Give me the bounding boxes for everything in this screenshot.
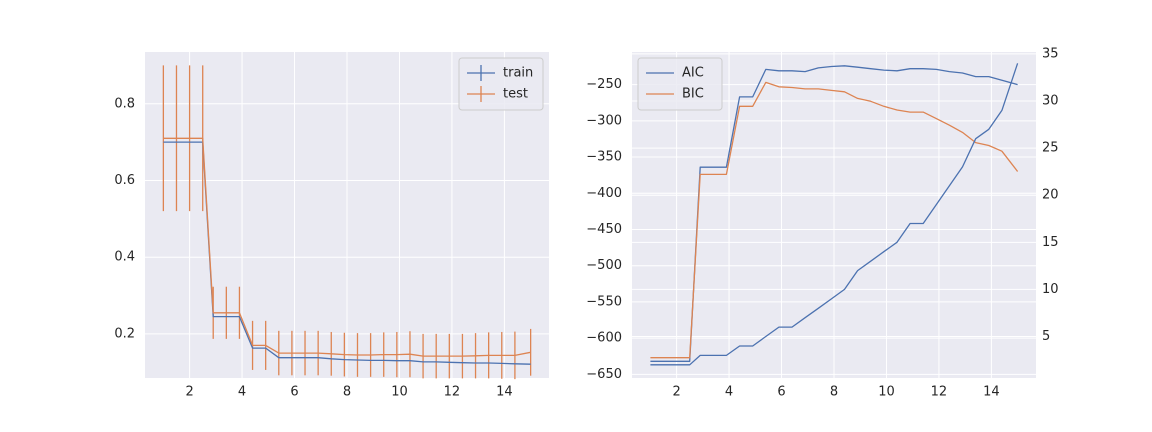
y2-tick-label: 30 <box>1042 93 1059 108</box>
x-tick-label: 12 <box>444 385 461 400</box>
legend-label-AIC: AIC <box>682 66 704 81</box>
series-line-BIC <box>650 81 1019 359</box>
y-tick-label: 0.8 <box>114 96 135 111</box>
y-tick-label: −650 <box>586 367 622 382</box>
legend-label-test: test <box>503 87 528 102</box>
legend-label-train: train <box>503 66 533 81</box>
y-tick-label: 0.4 <box>114 250 135 265</box>
y-tick-label: −500 <box>586 258 622 273</box>
x-tick-label: 8 <box>343 385 351 400</box>
y-tick-label: 0.6 <box>114 173 135 188</box>
y-tick-label: 0.2 <box>114 326 135 341</box>
x-tick-label: 8 <box>830 385 838 400</box>
x-tick-label: 10 <box>878 385 895 400</box>
x-tick-label: 12 <box>931 385 948 400</box>
legend-box <box>637 57 723 111</box>
x-tick-label: 2 <box>672 385 680 400</box>
series-line-right-axis-2 <box>650 63 1019 366</box>
legend-box <box>458 57 544 111</box>
y-tick-label: −450 <box>586 222 622 237</box>
x-tick-label: 4 <box>238 385 246 400</box>
y-tick-label: −250 <box>586 77 622 92</box>
y2-tick-label: 25 <box>1042 141 1059 156</box>
x-tick-label: 10 <box>391 385 408 400</box>
series-line-train <box>163 141 531 365</box>
x-tick-label: 6 <box>290 385 298 400</box>
x-tick-label: 2 <box>185 385 193 400</box>
y-tick-label: −550 <box>586 294 622 309</box>
x-tick-label: 6 <box>777 385 785 400</box>
y2-tick-label: 5 <box>1042 329 1050 344</box>
y-tick-label: −300 <box>586 113 622 128</box>
series-line-AIC <box>650 65 1018 362</box>
y-tick-label: −600 <box>586 331 622 346</box>
left-chart-panel: 2 4 6 8 10 12 14 0.2 0.4 0.6 0.8 train test <box>114 52 549 400</box>
x-tick-label: 14 <box>983 385 1000 400</box>
y2-tick-label: 35 <box>1042 46 1059 61</box>
y2-tick-label: 20 <box>1042 188 1059 203</box>
x-tick-label: 4 <box>725 385 733 400</box>
series-line-test <box>163 137 531 357</box>
y-tick-label: −400 <box>586 186 622 201</box>
y-tick-label: −350 <box>586 150 622 165</box>
x-tick-label: 14 <box>496 385 513 400</box>
legend-label-BIC: BIC <box>682 87 704 102</box>
y2-tick-label: 10 <box>1042 282 1059 297</box>
y2-tick-label: 15 <box>1042 235 1059 250</box>
right-chart-panel: 2 4 6 8 10 12 14 −650 −600 −550 −500 −450 −400 −350 −3… <box>586 46 1058 399</box>
